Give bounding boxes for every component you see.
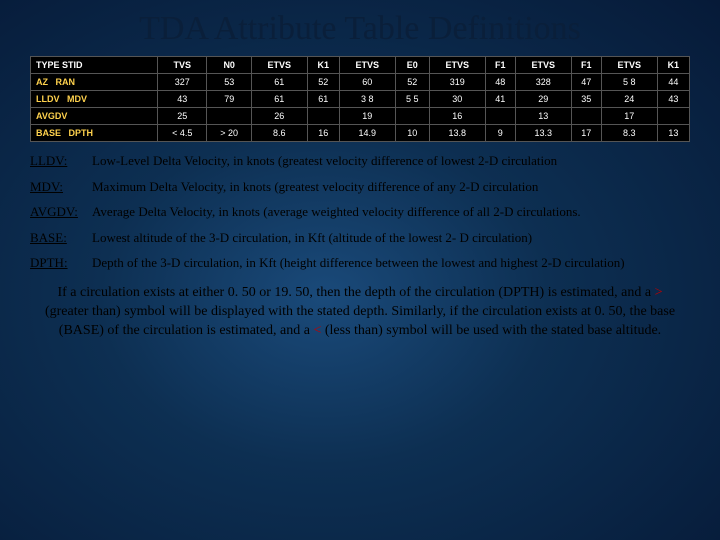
cell: 9 xyxy=(485,125,515,142)
definition-term: MDV: xyxy=(30,178,92,196)
definition-term: BASE: xyxy=(30,229,92,247)
table-row: AVGDV25 26 19 16 13 17 xyxy=(31,108,690,125)
col-header: ETVS xyxy=(429,57,485,74)
cell: 52 xyxy=(307,74,339,91)
col-header: ETVS xyxy=(515,57,571,74)
cell: 29 xyxy=(515,91,571,108)
cell: 13 xyxy=(657,125,689,142)
definition-row: BASE:Lowest altitude of the 3-D circulat… xyxy=(30,229,690,247)
table-row: AZ RAN327536152605231948328475 844 xyxy=(31,74,690,91)
cell: 41 xyxy=(485,91,515,108)
definition-text: Maximum Delta Velocity, in knots (greate… xyxy=(92,178,690,196)
cell: 3 8 xyxy=(339,91,395,108)
col-header: ETVS xyxy=(601,57,657,74)
cell: 24 xyxy=(601,91,657,108)
cell: 44 xyxy=(657,74,689,91)
cell: 43 xyxy=(158,91,207,108)
row-label: BASE DPTH xyxy=(31,125,158,142)
row-label: AVGDV xyxy=(31,108,158,125)
definition-row: AVGDV:Average Delta Velocity, in knots (… xyxy=(30,203,690,221)
cell: 13 xyxy=(515,108,571,125)
definition-text: Depth of the 3-D circulation, in Kft (he… xyxy=(92,254,690,272)
table-row: LLDV MDV437961613 85 5304129352443 xyxy=(31,91,690,108)
cell: 25 xyxy=(158,108,207,125)
row-label: AZ RAN xyxy=(31,74,158,91)
col-header: TVS xyxy=(158,57,207,74)
definition-term: LLDV: xyxy=(30,152,92,170)
definition-term: DPTH: xyxy=(30,254,92,272)
table-row: BASE DPTH< 4.5> 208.61614.91013.8913.317… xyxy=(31,125,690,142)
definitions-list: LLDV:Low-Level Delta Velocity, in knots … xyxy=(30,152,690,272)
cell: 5 8 xyxy=(601,74,657,91)
definition-row: LLDV:Low-Level Delta Velocity, in knots … xyxy=(30,152,690,170)
cell: 47 xyxy=(571,74,601,91)
cell xyxy=(307,108,339,125)
cell: 10 xyxy=(395,125,429,142)
cell: 61 xyxy=(307,91,339,108)
cell: 43 xyxy=(657,91,689,108)
col-header: F1 xyxy=(485,57,515,74)
footnote-pre: If a circulation exists at either 0. 50 … xyxy=(57,285,654,300)
cell xyxy=(207,108,252,125)
col-header: E0 xyxy=(395,57,429,74)
footnote-text: If a circulation exists at either 0. 50 … xyxy=(20,284,700,341)
slide-title: TDA Attribute Table Definitions xyxy=(0,0,720,56)
cell: 319 xyxy=(429,74,485,91)
cell: 8.3 xyxy=(601,125,657,142)
cell: 5 5 xyxy=(395,91,429,108)
cell: 30 xyxy=(429,91,485,108)
definition-row: DPTH:Depth of the 3-D circulation, in Kf… xyxy=(30,254,690,272)
col-header: ETVS xyxy=(339,57,395,74)
definition-text: Lowest altitude of the 3-D circulation, … xyxy=(92,229,690,247)
col-header: N0 xyxy=(207,57,252,74)
cell: 26 xyxy=(251,108,307,125)
cell: > 20 xyxy=(207,125,252,142)
cell: 17 xyxy=(571,125,601,142)
cell: 61 xyxy=(251,91,307,108)
cell: 53 xyxy=(207,74,252,91)
cell: 16 xyxy=(307,125,339,142)
definition-term: AVGDV: xyxy=(30,203,92,221)
attribute-table-container: TYPE STIDTVSN0ETVSK1ETVSE0ETVSF1ETVSF1ET… xyxy=(30,56,690,142)
cell: 19 xyxy=(339,108,395,125)
footnote-post-lt: (less than) symbol will be used with the… xyxy=(321,323,661,338)
table-header-row: TYPE STIDTVSN0ETVSK1ETVSE0ETVSF1ETVSF1ET… xyxy=(31,57,690,74)
cell: 52 xyxy=(395,74,429,91)
cell xyxy=(395,108,429,125)
col-header: K1 xyxy=(657,57,689,74)
definition-text: Average Delta Velocity, in knots (averag… xyxy=(92,203,690,221)
cell: 13.8 xyxy=(429,125,485,142)
col-header: TYPE STID xyxy=(31,57,158,74)
col-header: K1 xyxy=(307,57,339,74)
cell: 61 xyxy=(251,74,307,91)
cell: 79 xyxy=(207,91,252,108)
cell: 13.3 xyxy=(515,125,571,142)
cell: 14.9 xyxy=(339,125,395,142)
definition-row: MDV:Maximum Delta Velocity, in knots (gr… xyxy=(30,178,690,196)
col-header: F1 xyxy=(571,57,601,74)
row-label: LLDV MDV xyxy=(31,91,158,108)
cell xyxy=(571,108,601,125)
cell: 17 xyxy=(601,108,657,125)
cell xyxy=(485,108,515,125)
cell: 327 xyxy=(158,74,207,91)
attribute-table: TYPE STIDTVSN0ETVSK1ETVSE0ETVSF1ETVSF1ET… xyxy=(30,56,690,142)
cell: 16 xyxy=(429,108,485,125)
cell: 35 xyxy=(571,91,601,108)
cell: < 4.5 xyxy=(158,125,207,142)
col-header: ETVS xyxy=(251,57,307,74)
cell: 8.6 xyxy=(251,125,307,142)
cell: 328 xyxy=(515,74,571,91)
cell xyxy=(657,108,689,125)
gt-symbol: > xyxy=(655,285,663,300)
cell: 60 xyxy=(339,74,395,91)
definition-text: Low-Level Delta Velocity, in knots (grea… xyxy=(92,152,690,170)
cell: 48 xyxy=(485,74,515,91)
